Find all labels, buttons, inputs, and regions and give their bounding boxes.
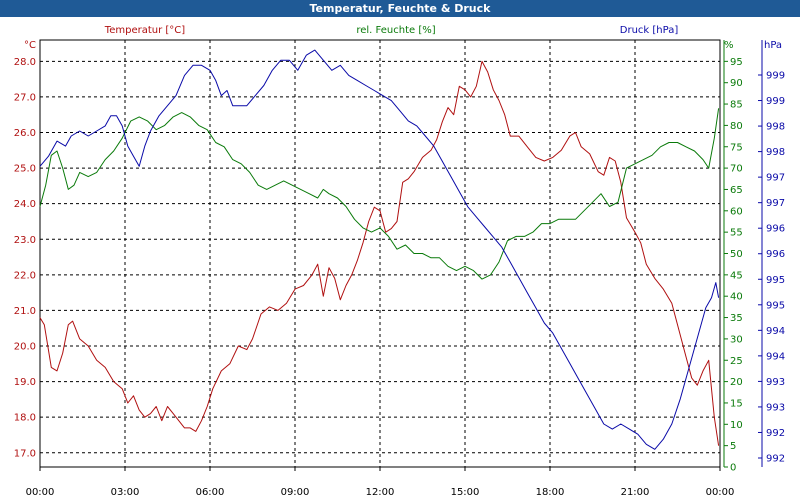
y-tick-humidity: 50 bbox=[730, 249, 743, 260]
y-tick-temperature: 21.0 bbox=[14, 306, 36, 317]
y-tick-pressure: 996 bbox=[766, 249, 785, 260]
y-tick-pressure: 998 bbox=[766, 147, 785, 158]
series-layer bbox=[39, 49, 720, 450]
axis-title-pressure: Druck [hPa] bbox=[620, 25, 679, 36]
y-tick-humidity: 35 bbox=[730, 313, 743, 324]
chart-title: Temperatur, Feuchte & Druck bbox=[0, 0, 800, 17]
y-tick-humidity: 95 bbox=[730, 57, 743, 68]
x-tick-time: 21:00 bbox=[621, 487, 650, 498]
y-tick-humidity: 90 bbox=[730, 78, 743, 89]
y-tick-humidity: 10 bbox=[730, 420, 743, 431]
y-tick-humidity: 15 bbox=[730, 398, 743, 409]
tick-labels: 28.0 27.0 26.0 25.0 24.0 23.0 22.0 21.0 20.0 19.0… bbox=[14, 57, 785, 498]
y-tick-pressure: 998 bbox=[766, 122, 785, 133]
axis-title-humidity: rel. Feuchte [%] bbox=[356, 25, 435, 36]
y-tick-temperature: 17.0 bbox=[14, 448, 36, 459]
y-tick-pressure: 995 bbox=[766, 275, 785, 286]
y-tick-pressure: 999 bbox=[766, 71, 785, 82]
x-tick-time: 15:00 bbox=[451, 487, 480, 498]
y-tick-humidity: 20 bbox=[730, 377, 743, 388]
y-tick-temperature: 23.0 bbox=[14, 235, 36, 246]
y-tick-temperature: 25.0 bbox=[14, 164, 36, 175]
y-tick-humidity: 55 bbox=[730, 228, 743, 239]
x-tick-time: 09:00 bbox=[281, 487, 310, 498]
y-tick-temperature: 19.0 bbox=[14, 377, 36, 388]
y-tick-pressure: 992 bbox=[766, 428, 785, 439]
x-tick-time: 12:00 bbox=[366, 487, 395, 498]
y-tick-pressure: 994 bbox=[766, 326, 785, 337]
y-tick-pressure: 992 bbox=[766, 454, 785, 465]
y-tick-pressure: 997 bbox=[766, 173, 785, 184]
y-tick-humidity: 5 bbox=[730, 441, 736, 452]
y-tick-humidity: 75 bbox=[730, 142, 743, 153]
y-unit-temperature: °C bbox=[24, 40, 36, 51]
x-tick-time: 18:00 bbox=[536, 487, 565, 498]
x-tick-time: 06:00 bbox=[196, 487, 225, 498]
y-tick-humidity: 30 bbox=[730, 334, 743, 345]
y-tick-humidity: 45 bbox=[730, 270, 743, 281]
y-tick-temperature: 22.0 bbox=[14, 270, 36, 281]
y-tick-temperature: 24.0 bbox=[14, 199, 36, 210]
y-tick-humidity: 70 bbox=[730, 164, 743, 175]
series-line-humidity bbox=[39, 108, 720, 280]
y-unit-pressure: hPa bbox=[764, 40, 782, 51]
grid-lines bbox=[39, 40, 721, 471]
y-tick-humidity: 80 bbox=[730, 121, 743, 132]
chart: °C Temperatur [°C] rel. Feuchte [%] Druc… bbox=[14, 25, 785, 498]
y-unit-humidity: % bbox=[724, 40, 734, 51]
y-tick-pressure: 997 bbox=[766, 198, 785, 209]
y-tick-pressure: 993 bbox=[766, 402, 785, 413]
y-tick-humidity: 40 bbox=[730, 292, 743, 303]
y-tick-pressure: 993 bbox=[766, 377, 785, 388]
axis-title-temperature: Temperatur [°C] bbox=[104, 25, 185, 36]
x-tick-time: 00:00 bbox=[706, 487, 735, 498]
y-tick-temperature: 26.0 bbox=[14, 128, 36, 139]
series-line-pressure bbox=[39, 49, 720, 450]
y-tick-humidity: 0 bbox=[730, 463, 736, 474]
y-tick-pressure: 999 bbox=[766, 96, 785, 107]
series-line-temperature bbox=[39, 60, 720, 446]
y-tick-temperature: 18.0 bbox=[14, 413, 36, 424]
y-tick-humidity: 85 bbox=[730, 100, 743, 111]
y-tick-pressure: 996 bbox=[766, 224, 785, 235]
y-tick-humidity: 60 bbox=[730, 206, 743, 217]
y-tick-temperature: 20.0 bbox=[14, 342, 36, 353]
y-tick-temperature: 28.0 bbox=[14, 57, 36, 68]
y-tick-humidity: 65 bbox=[730, 185, 743, 196]
y-tick-humidity: 25 bbox=[730, 356, 743, 367]
y-tick-temperature: 27.0 bbox=[14, 92, 36, 103]
y-tick-pressure: 994 bbox=[766, 351, 785, 362]
x-tick-time: 03:00 bbox=[111, 487, 140, 498]
y-tick-pressure: 995 bbox=[766, 300, 785, 311]
x-tick-time: 00:00 bbox=[26, 487, 55, 498]
